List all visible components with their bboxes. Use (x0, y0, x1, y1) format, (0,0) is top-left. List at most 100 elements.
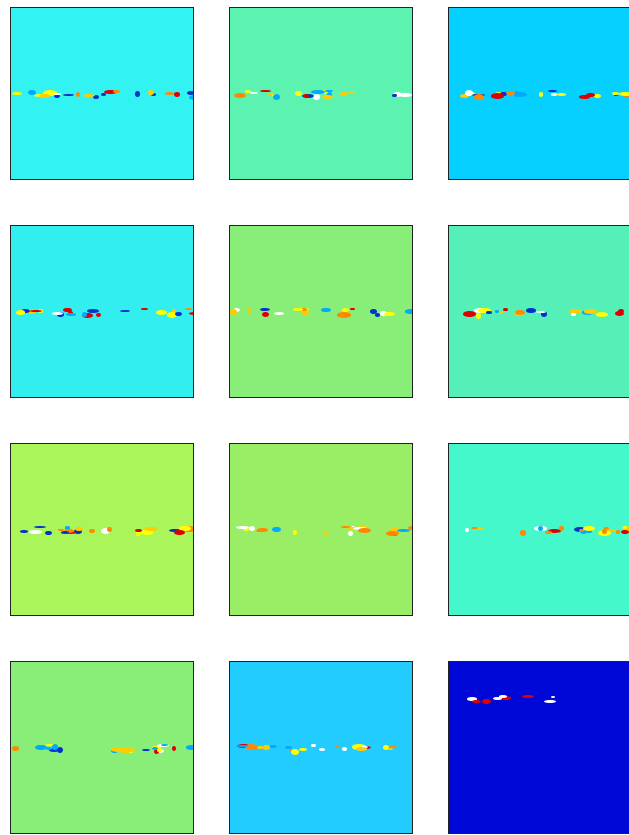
stripe-blob (95, 312, 101, 317)
stripe-blob (407, 525, 412, 530)
stripe-blob (618, 308, 625, 313)
stripe-blob (583, 526, 596, 532)
stripe-blob (340, 525, 351, 529)
stripe-blob (604, 527, 609, 531)
stripe-blob (397, 528, 410, 532)
stripe-blob (622, 526, 629, 530)
stripe-blob (389, 746, 398, 749)
stripe-blob (348, 531, 354, 536)
stripe-blob (100, 527, 110, 534)
stripe-blob (544, 699, 557, 704)
stripe-blob (464, 528, 469, 533)
stripe-blob (299, 308, 308, 312)
stripe-blob (184, 308, 193, 311)
stripe-blob (327, 92, 333, 98)
stripe-blob (519, 530, 527, 536)
heatmap-panel (10, 443, 194, 616)
stripe-blob (291, 749, 299, 755)
stripe-blob (585, 529, 592, 533)
stripe-blob (147, 90, 155, 96)
stripe-blob (63, 307, 72, 313)
stripe-blob (152, 747, 158, 751)
stripe-blob (189, 95, 193, 101)
stripe-blob (498, 311, 503, 314)
stripe-blob (58, 529, 64, 532)
stripe-blob (53, 92, 62, 96)
stripe-blob (27, 89, 36, 95)
stripe-blob (75, 526, 83, 531)
stripe-blob (412, 528, 413, 532)
stripe-blob (54, 93, 60, 98)
stripe-blob (255, 530, 264, 533)
stripe-blob (150, 93, 156, 97)
stripe-blob (161, 744, 169, 747)
stripe-blob (250, 92, 259, 95)
stripe-blob (301, 308, 309, 315)
stripe-blob (82, 312, 93, 319)
stripe-blob (482, 699, 491, 705)
stripe-blob (144, 527, 159, 532)
stripe-blob (341, 747, 347, 751)
stripe-blob (119, 309, 130, 312)
stripe-blob (463, 311, 476, 317)
stripe-blob (298, 747, 307, 752)
stripe-blob (56, 747, 64, 754)
heatmap-panel (448, 661, 629, 834)
stripe-blob (173, 92, 181, 97)
stripe-blob (579, 529, 584, 533)
stripe-blob (19, 530, 29, 534)
stripe-blob (494, 310, 500, 313)
stripe-blob (514, 309, 526, 316)
heatmap-panel (229, 443, 413, 616)
heatmap-panel (10, 7, 194, 180)
stripe-blob (167, 312, 177, 318)
heatmap-panel (229, 225, 413, 398)
stripe-blob (352, 744, 366, 750)
stripe-blob (165, 92, 174, 96)
stripe-blob (579, 95, 590, 99)
stripe-blob (379, 310, 387, 317)
stripe-blob (556, 93, 566, 96)
stripe-blob (51, 744, 59, 751)
stripe-blob (521, 695, 534, 698)
stripe-blob (614, 310, 624, 316)
stripe-blob (174, 311, 183, 317)
stripe-blob (537, 525, 544, 531)
stripe-blob (124, 747, 135, 753)
stripe-blob (266, 92, 274, 95)
stripe-blob (342, 308, 349, 313)
stripe-blob (260, 89, 271, 92)
stripe-blob (257, 746, 264, 750)
stripe-blob (404, 309, 412, 314)
stripe-blob (83, 93, 95, 97)
stripe-blob (475, 526, 485, 530)
stripe-blob (569, 308, 582, 314)
stripe-blob (268, 744, 277, 749)
stripe-blob (535, 310, 547, 314)
stripe-blob (475, 313, 481, 319)
stripe-blob (45, 747, 53, 750)
stripe-blob (615, 530, 621, 535)
stripe-blob (63, 94, 74, 97)
stripe-blob (585, 92, 595, 98)
stripe-blob (61, 531, 70, 534)
stripe-blob (388, 528, 402, 533)
stripe-blob (33, 525, 46, 528)
stripe-blob (550, 695, 556, 699)
stripe-blob (12, 91, 23, 96)
stripe-blob (545, 531, 553, 534)
stripe-blob (106, 526, 112, 533)
stripe-blob (324, 89, 333, 93)
stripe-blob (321, 307, 331, 313)
stripe-blob (39, 93, 51, 99)
stripe-blob (259, 308, 270, 312)
heatmap-panel (448, 443, 629, 616)
stripe-blob (411, 747, 412, 753)
heatmap-panel (229, 661, 413, 834)
stripe-blob (81, 312, 88, 318)
heatmap-panel (448, 7, 629, 180)
stripe-blob (272, 526, 281, 533)
stripe-blob (171, 308, 176, 314)
stripe-blob (626, 526, 629, 532)
